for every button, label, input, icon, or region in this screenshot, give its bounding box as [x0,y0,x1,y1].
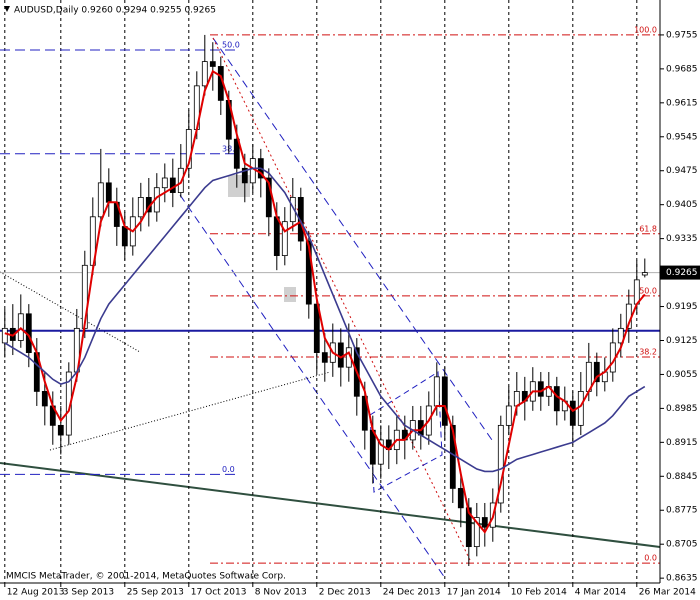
fib-label: 50.0 [639,286,657,295]
fib-label: 100.0 [634,25,657,34]
moving-average [4,167,646,473]
y-tick-label: 0.8705 [666,540,698,550]
footer: MMCIS MetaTrader, © 2001-2014, MetaQuote… [6,572,286,582]
candle-body [377,439,384,465]
candle-body [433,376,440,407]
candle-body [105,182,112,203]
y-tick-label: 0.8985 [666,404,698,414]
fib-trend [212,37,471,561]
channel-line [212,37,493,441]
y-tick-label: 0.9335 [666,234,698,244]
candle-body [41,391,48,407]
candle-body [617,327,624,344]
x-tick-label: 17 Jan 2014 [447,588,501,598]
y-tick-label: 0.9405 [666,200,698,210]
moving-average [4,69,646,534]
channel-box [369,371,443,493]
fib-label: 0.0 [222,465,235,474]
candle-body [273,216,280,257]
candle-body [505,405,512,426]
x-tick-label: 2 Dec 2013 [319,588,371,598]
candle-body [297,197,304,242]
chart-title: AUDUSD,Daily 0.9260 0.9294 0.9255 0.9265 [14,6,216,16]
candle-body [537,381,544,397]
y-tick-label: 0.9475 [666,166,698,176]
x-tick-label: 4 Mar 2014 [575,588,627,598]
candle-body [289,197,296,223]
y-tick-label: 0.9125 [666,336,698,346]
candle-body [169,177,176,193]
y-tick-label: 0.9545 [666,132,698,142]
candle-body [337,342,344,368]
candle-body [97,182,104,218]
candle-body [137,197,144,218]
candle-body [57,424,64,436]
candle-body [457,488,464,509]
candle-body [249,158,256,184]
candle-body [305,240,312,305]
y-tick-label: 0.9195 [666,302,698,312]
candle-body [281,221,288,257]
title-icon [4,6,10,12]
x-tick-label: 24 Dec 2013 [383,588,441,598]
y-tick-label: 0.8775 [666,506,698,516]
candle-body [233,138,240,169]
candle-body [209,61,216,67]
x-tick-label: 12 Aug 2013 [7,588,65,598]
candle-body [473,517,480,548]
dotted-line [49,371,331,451]
price-box [660,265,700,280]
candle-body [593,361,600,383]
candle-body [569,400,576,426]
candle-body [1,327,8,344]
y-tick-label: 0.9615 [666,98,698,108]
y-tick-label: 0.9755 [666,30,698,40]
fib-label: 38.2 [222,144,240,153]
price-label: 0.9265 [666,268,698,278]
candle-body [441,376,448,426]
fib-label: 61.8 [639,224,657,233]
candle-body [553,386,560,412]
y-tick-label: 0.9685 [666,64,698,74]
candle-body [241,167,248,184]
x-tick-label: 10 Feb 2014 [511,588,567,598]
x-tick-label: 17 Oct 2013 [191,588,247,598]
candle-body [161,177,168,189]
y-tick-label: 0.9055 [666,370,698,380]
x-tick-label: 3 Sep 2013 [63,588,114,598]
y-tick-label: 0.8635 [666,574,698,584]
trendline [0,462,661,548]
fib-label: 38.2 [639,347,657,356]
x-tick-label: 8 Nov 2013 [255,588,307,598]
x-tick-label: 26 Mar 2014 [639,588,696,598]
x-tick-label: 25 Sep 2013 [127,588,184,598]
candle-body [497,424,504,504]
candle-body [577,391,584,426]
candle-body [201,61,208,87]
fib-label: 50.0 [222,40,240,49]
fib-label: 0.0 [644,554,657,563]
candle-body [321,352,328,363]
y-tick-label: 0.8915 [666,438,698,448]
y-tick-label: 0.8845 [666,472,698,482]
highlight [284,287,296,302]
candle-body [481,517,488,528]
candle-body [641,272,648,276]
candle-body [121,226,128,247]
trendlines [0,0,661,583]
